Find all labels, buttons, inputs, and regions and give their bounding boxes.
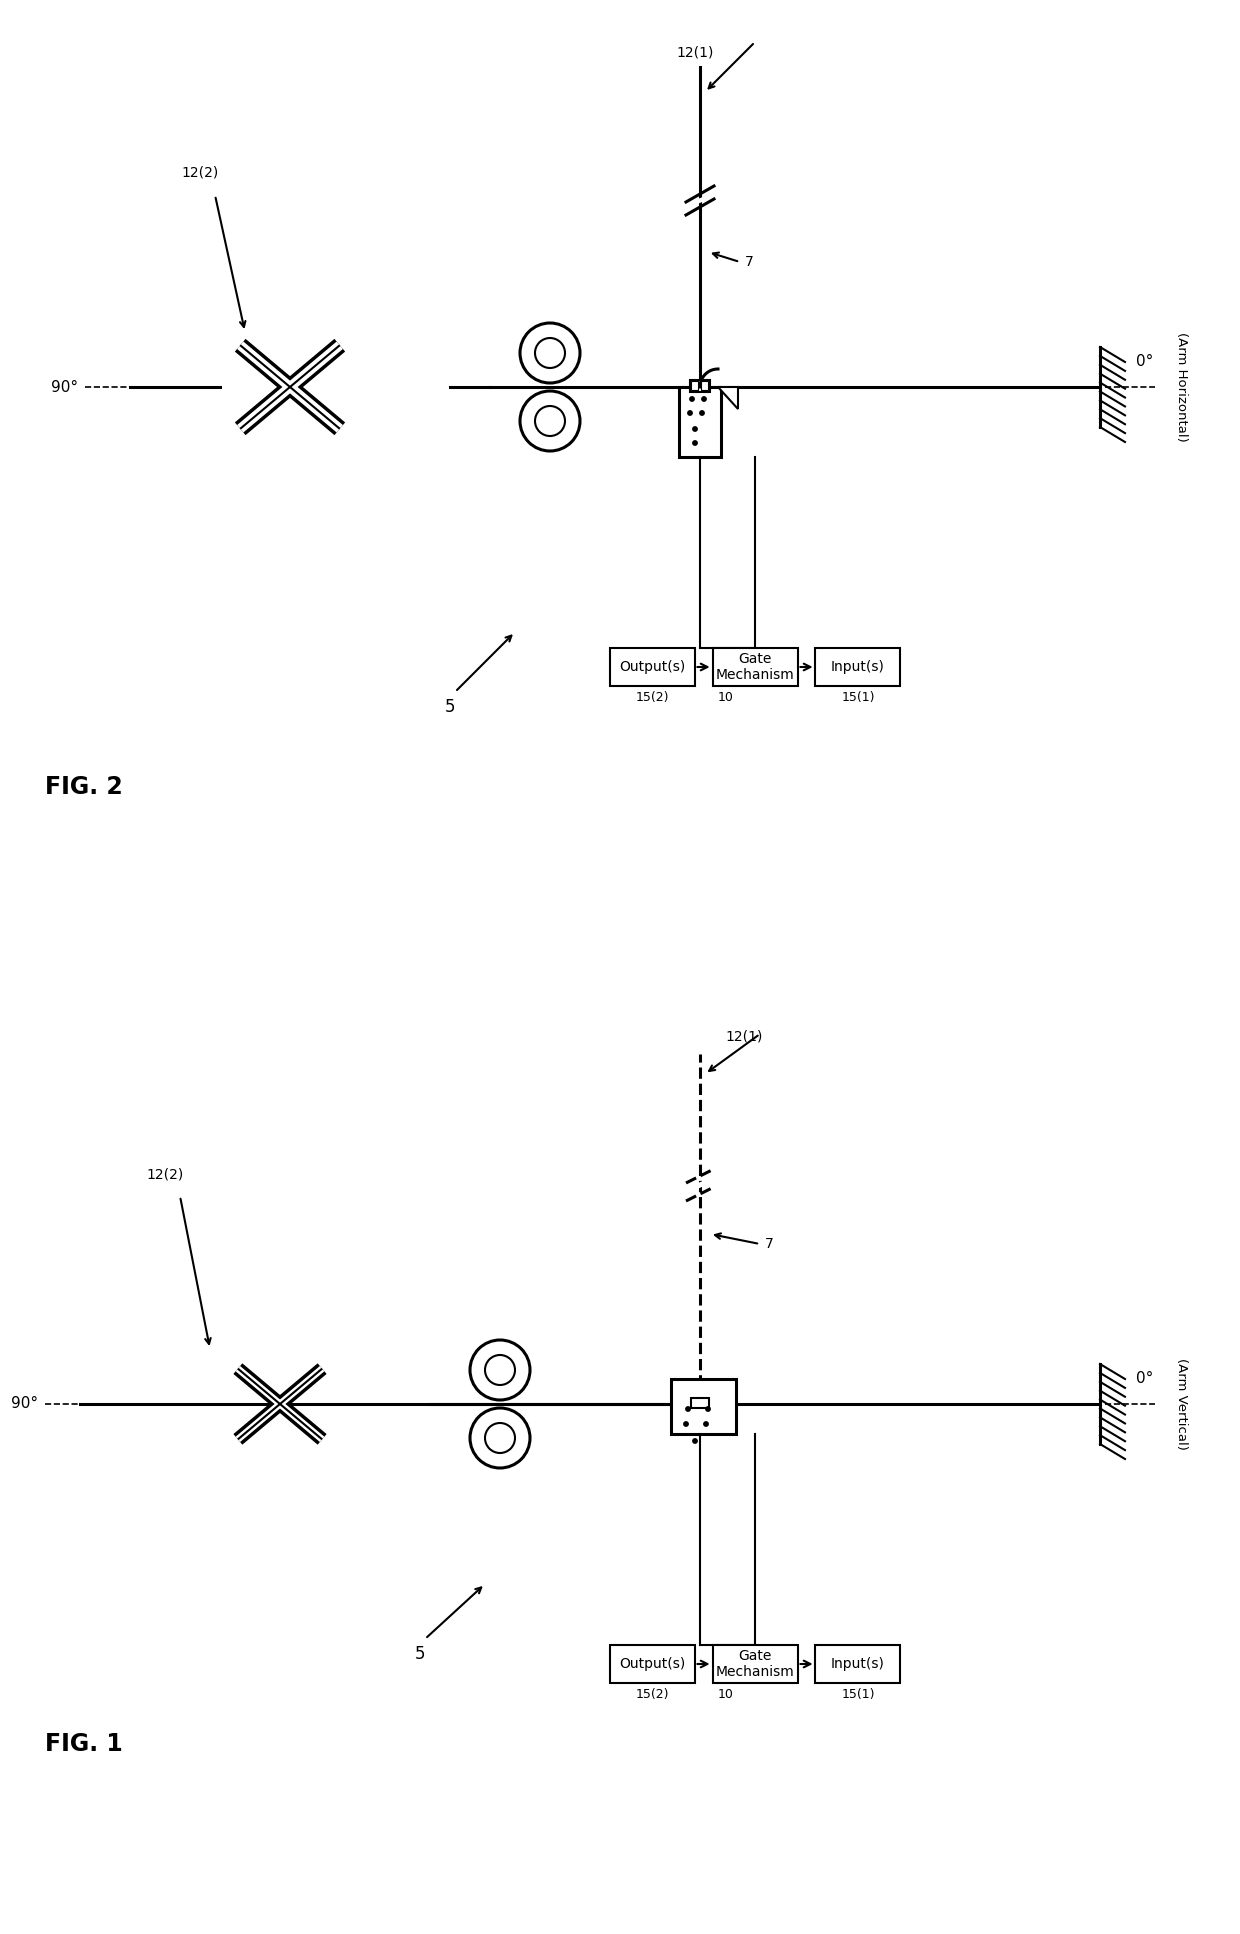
Text: 12(2): 12(2) xyxy=(146,1166,184,1182)
Text: 12(2): 12(2) xyxy=(181,164,218,180)
Circle shape xyxy=(693,427,697,431)
Circle shape xyxy=(534,406,565,435)
Text: 90°: 90° xyxy=(51,379,78,395)
Circle shape xyxy=(693,441,697,445)
Text: Input(s): Input(s) xyxy=(831,1657,885,1671)
Text: 5: 5 xyxy=(414,1646,425,1663)
Text: 10: 10 xyxy=(718,690,733,704)
Text: Gate
Mechanism: Gate Mechanism xyxy=(715,652,795,683)
Text: 15(1): 15(1) xyxy=(841,690,874,704)
Text: Output(s): Output(s) xyxy=(619,1657,686,1671)
Circle shape xyxy=(470,1340,529,1400)
Text: 7: 7 xyxy=(745,255,754,269)
Bar xyxy=(680,387,720,456)
Bar xyxy=(816,648,900,687)
Bar xyxy=(713,648,797,687)
Polygon shape xyxy=(718,387,738,408)
Circle shape xyxy=(699,410,704,416)
Circle shape xyxy=(683,1421,688,1425)
Text: (Arm Vertical): (Arm Vertical) xyxy=(1176,1358,1188,1450)
Text: (Arm Horizontal): (Arm Horizontal) xyxy=(1176,333,1188,441)
Circle shape xyxy=(520,323,580,383)
Circle shape xyxy=(485,1356,515,1385)
Bar xyxy=(816,1646,900,1683)
Text: 0°: 0° xyxy=(1136,1371,1153,1387)
Text: 12(1): 12(1) xyxy=(676,44,714,60)
Bar xyxy=(691,1398,709,1408)
Text: Output(s): Output(s) xyxy=(619,659,686,675)
Text: 0°: 0° xyxy=(1136,354,1153,369)
Circle shape xyxy=(470,1408,529,1468)
Text: 15(2): 15(2) xyxy=(635,690,668,704)
Text: 15(1): 15(1) xyxy=(841,1688,874,1702)
Circle shape xyxy=(702,396,707,400)
Circle shape xyxy=(520,391,580,451)
Text: 10: 10 xyxy=(718,1688,733,1702)
Bar xyxy=(713,1646,797,1683)
Text: 90°: 90° xyxy=(11,1396,38,1412)
Circle shape xyxy=(686,1406,691,1412)
Text: Input(s): Input(s) xyxy=(831,659,885,675)
Circle shape xyxy=(688,410,692,416)
Bar xyxy=(610,648,694,687)
Circle shape xyxy=(704,1421,708,1425)
Circle shape xyxy=(706,1406,711,1412)
Text: 15(2): 15(2) xyxy=(635,1688,668,1702)
Text: FIG. 1: FIG. 1 xyxy=(45,1733,123,1756)
Bar xyxy=(701,381,708,391)
Text: 7: 7 xyxy=(765,1238,774,1251)
Bar xyxy=(610,1646,694,1683)
Text: FIG. 2: FIG. 2 xyxy=(45,776,123,799)
Bar xyxy=(689,379,711,393)
Circle shape xyxy=(485,1423,515,1452)
Circle shape xyxy=(534,338,565,367)
Text: Gate
Mechanism: Gate Mechanism xyxy=(715,1650,795,1679)
Text: 12(1): 12(1) xyxy=(725,1031,763,1044)
Circle shape xyxy=(689,396,694,400)
Bar xyxy=(691,381,698,391)
Circle shape xyxy=(693,1439,697,1443)
Bar xyxy=(671,1379,735,1435)
Text: 5: 5 xyxy=(445,698,455,716)
